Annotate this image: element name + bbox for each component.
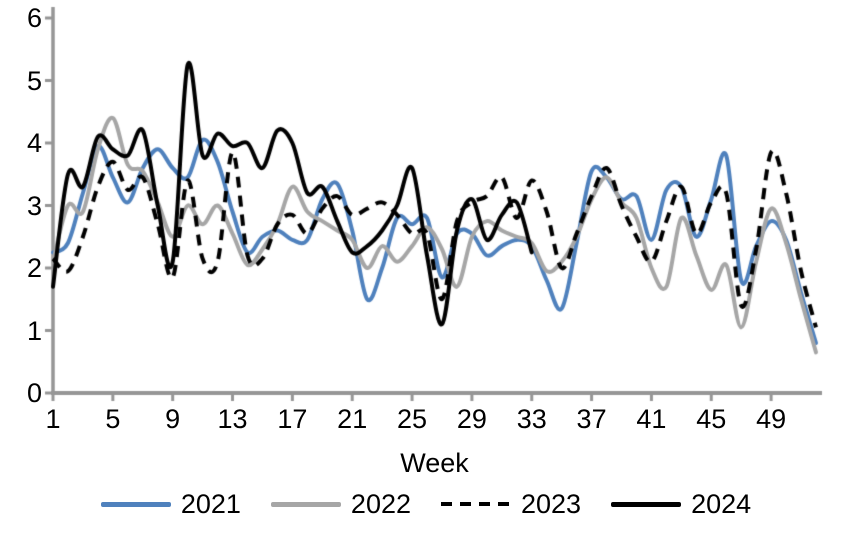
legend-line-2021 [100, 501, 171, 507]
y-tick-label: 5 [26, 65, 42, 96]
x-tick-label: 25 [397, 404, 428, 434]
x-tick-label: 41 [636, 404, 667, 434]
x-tick-label: 49 [756, 404, 787, 434]
legend-item-2022: 2022 [270, 489, 411, 519]
y-tick-label: 2 [26, 253, 42, 283]
y-tick-label: 3 [26, 190, 42, 221]
x-tick-label: 9 [165, 404, 181, 434]
x-axis-title: Week [400, 448, 469, 478]
x-tick-label: 1 [45, 404, 61, 434]
x-tick-label: 37 [576, 404, 607, 434]
legend-label-2022: 2022 [350, 489, 411, 519]
y-tick-label: 1 [26, 315, 42, 346]
legend-line-2022 [270, 501, 341, 507]
legend-label-2024: 2024 [691, 489, 752, 519]
x-tick-label: 33 [516, 404, 547, 434]
x-tick-label: 29 [456, 404, 487, 434]
x-tick-label: 21 [337, 404, 368, 434]
y-tick-label: 4 [26, 128, 42, 158]
x-tick-label: 17 [277, 404, 308, 434]
x-tick-label: 45 [696, 404, 727, 434]
legend-item-2024: 2024 [611, 489, 751, 519]
y-tick-label: 0 [26, 378, 42, 408]
x-tick-label: 13 [217, 404, 248, 434]
legend-line-2024 [611, 501, 682, 507]
x-tick-label: 5 [105, 404, 121, 434]
legend-item-2023: 2023 [441, 489, 581, 519]
chart-legend: 2021 2022 2023 2024 [0, 489, 852, 519]
legend-item-2021: 2021 [100, 489, 241, 519]
legend-label-2023: 2023 [521, 489, 582, 519]
legend-label-2021: 2021 [180, 489, 241, 519]
legend-dashed-line-2023 [441, 502, 511, 506]
y-tick-label: 6 [26, 3, 42, 33]
